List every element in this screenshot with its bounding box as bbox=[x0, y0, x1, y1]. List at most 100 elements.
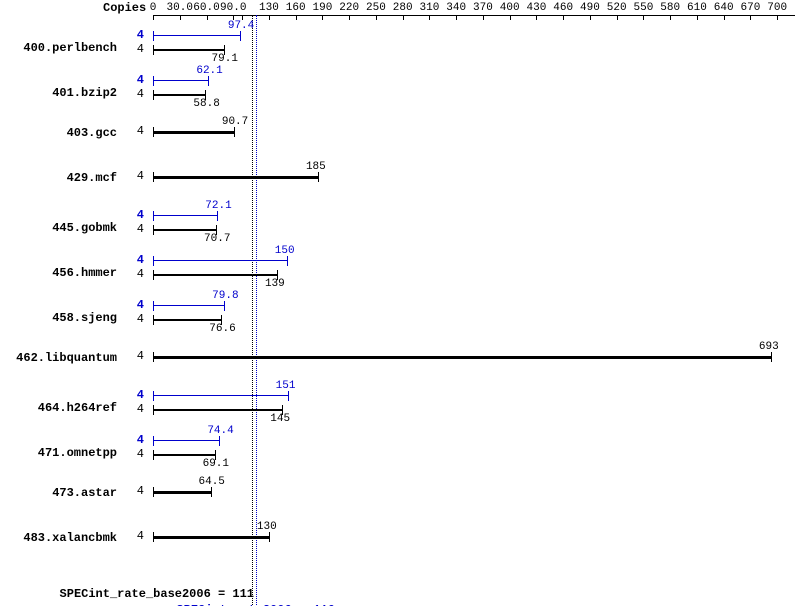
tick-label: 250 bbox=[366, 2, 386, 14]
base-copies: 4 bbox=[130, 447, 144, 461]
peak-value-label: 74.4 bbox=[207, 425, 233, 437]
base-value-label: 70.7 bbox=[204, 233, 230, 245]
tick-mark bbox=[750, 15, 751, 20]
tick-label: 90.0 bbox=[220, 2, 246, 14]
base-copies: 4 bbox=[130, 124, 144, 138]
reference-line bbox=[252, 15, 253, 605]
base-copies: 4 bbox=[130, 222, 144, 236]
base-bar bbox=[153, 536, 269, 539]
base-copies: 4 bbox=[130, 312, 144, 326]
bar-cap bbox=[153, 391, 154, 401]
tick-mark bbox=[153, 15, 154, 20]
tick-mark bbox=[617, 15, 618, 20]
peak-value-label: 72.1 bbox=[205, 200, 231, 212]
reference-line bbox=[256, 15, 257, 605]
bar-cap bbox=[153, 211, 154, 221]
bar-cap bbox=[153, 172, 154, 182]
tick-label: 370 bbox=[473, 2, 493, 14]
base-bar bbox=[153, 131, 234, 134]
bar-cap bbox=[318, 172, 319, 182]
bar-cap bbox=[240, 31, 241, 41]
peak-value-label: 62.1 bbox=[196, 65, 222, 77]
base-bar bbox=[153, 49, 224, 51]
tick-label: 0 bbox=[150, 2, 157, 14]
bar-cap bbox=[211, 487, 212, 497]
tick-label: 220 bbox=[339, 2, 359, 14]
benchmark-label: 401.bzip2 bbox=[52, 86, 117, 100]
tick-mark bbox=[590, 15, 591, 20]
tick-mark bbox=[269, 15, 270, 20]
base-copies: 4 bbox=[130, 402, 144, 416]
tick-label: 580 bbox=[660, 2, 680, 14]
benchmark-label: 403.gcc bbox=[67, 126, 117, 140]
peak-copies: 4 bbox=[130, 298, 144, 312]
base-copies: 4 bbox=[130, 267, 144, 281]
base-bar bbox=[153, 491, 211, 494]
benchmark-label: 483.xalancbmk bbox=[23, 531, 117, 545]
base-bar bbox=[153, 274, 277, 276]
peak-bar bbox=[153, 440, 219, 441]
footer-base-label: SPECint_rate_base2006 = 111 bbox=[60, 587, 254, 601]
tick-mark bbox=[697, 15, 698, 20]
tick-mark bbox=[322, 15, 323, 20]
tick-mark bbox=[670, 15, 671, 20]
bar-cap bbox=[153, 256, 154, 266]
bar-cap bbox=[153, 301, 154, 311]
bar-cap bbox=[153, 225, 154, 235]
base-value-label: 69.1 bbox=[203, 458, 229, 470]
base-copies: 4 bbox=[130, 484, 144, 498]
tick-label: 130 bbox=[259, 2, 279, 14]
bar-cap bbox=[224, 301, 225, 311]
benchmark-label: 462.libquantum bbox=[16, 351, 117, 365]
bar-cap bbox=[234, 127, 235, 137]
copies-header: Copies bbox=[103, 1, 146, 15]
axis-line bbox=[153, 15, 795, 16]
tick-label: 280 bbox=[393, 2, 413, 14]
tick-label: 520 bbox=[607, 2, 627, 14]
tick-mark bbox=[536, 15, 537, 20]
base-value-label: 145 bbox=[270, 413, 290, 425]
peak-value-label: 79.8 bbox=[212, 290, 238, 302]
bar-cap bbox=[153, 352, 154, 362]
base-value-label: 58.8 bbox=[193, 98, 219, 110]
base-copies: 4 bbox=[130, 349, 144, 363]
base-value-label: 79.1 bbox=[212, 53, 238, 65]
base-bar bbox=[153, 454, 215, 456]
tick-mark bbox=[563, 15, 564, 20]
tick-label: 310 bbox=[420, 2, 440, 14]
peak-bar bbox=[153, 80, 208, 81]
bar-cap bbox=[153, 436, 154, 446]
tick-mark bbox=[376, 15, 377, 20]
bar-cap bbox=[153, 127, 154, 137]
tick-mark bbox=[724, 15, 725, 20]
tick-label: 550 bbox=[634, 2, 654, 14]
benchmark-label: 471.omnetpp bbox=[38, 446, 117, 460]
tick-mark bbox=[643, 15, 644, 20]
base-copies: 4 bbox=[130, 529, 144, 543]
tick-label: 640 bbox=[714, 2, 734, 14]
bar-cap bbox=[771, 352, 772, 362]
benchmark-label: 456.hmmer bbox=[52, 266, 117, 280]
peak-copies: 4 bbox=[130, 73, 144, 87]
peak-value-label: 151 bbox=[276, 380, 296, 392]
peak-bar bbox=[153, 305, 224, 306]
tick-mark bbox=[483, 15, 484, 20]
base-value-label: 693 bbox=[759, 341, 779, 353]
peak-value-label: 150 bbox=[275, 245, 295, 257]
peak-copies: 4 bbox=[130, 388, 144, 402]
tick-label: 700 bbox=[767, 2, 787, 14]
tick-mark bbox=[777, 15, 778, 20]
base-value-label: 139 bbox=[265, 278, 285, 290]
base-value-label: 64.5 bbox=[199, 476, 225, 488]
tick-mark bbox=[510, 15, 511, 20]
tick-label: 160 bbox=[286, 2, 306, 14]
benchmark-label: 400.perlbench bbox=[23, 41, 117, 55]
base-copies: 4 bbox=[130, 169, 144, 183]
peak-copies: 4 bbox=[130, 28, 144, 42]
base-bar bbox=[153, 409, 282, 411]
tick-mark bbox=[403, 15, 404, 20]
benchmark-label: 473.astar bbox=[52, 486, 117, 500]
tick-label: 400 bbox=[500, 2, 520, 14]
tick-label: 30.0 bbox=[167, 2, 193, 14]
tick-label: 190 bbox=[313, 2, 333, 14]
